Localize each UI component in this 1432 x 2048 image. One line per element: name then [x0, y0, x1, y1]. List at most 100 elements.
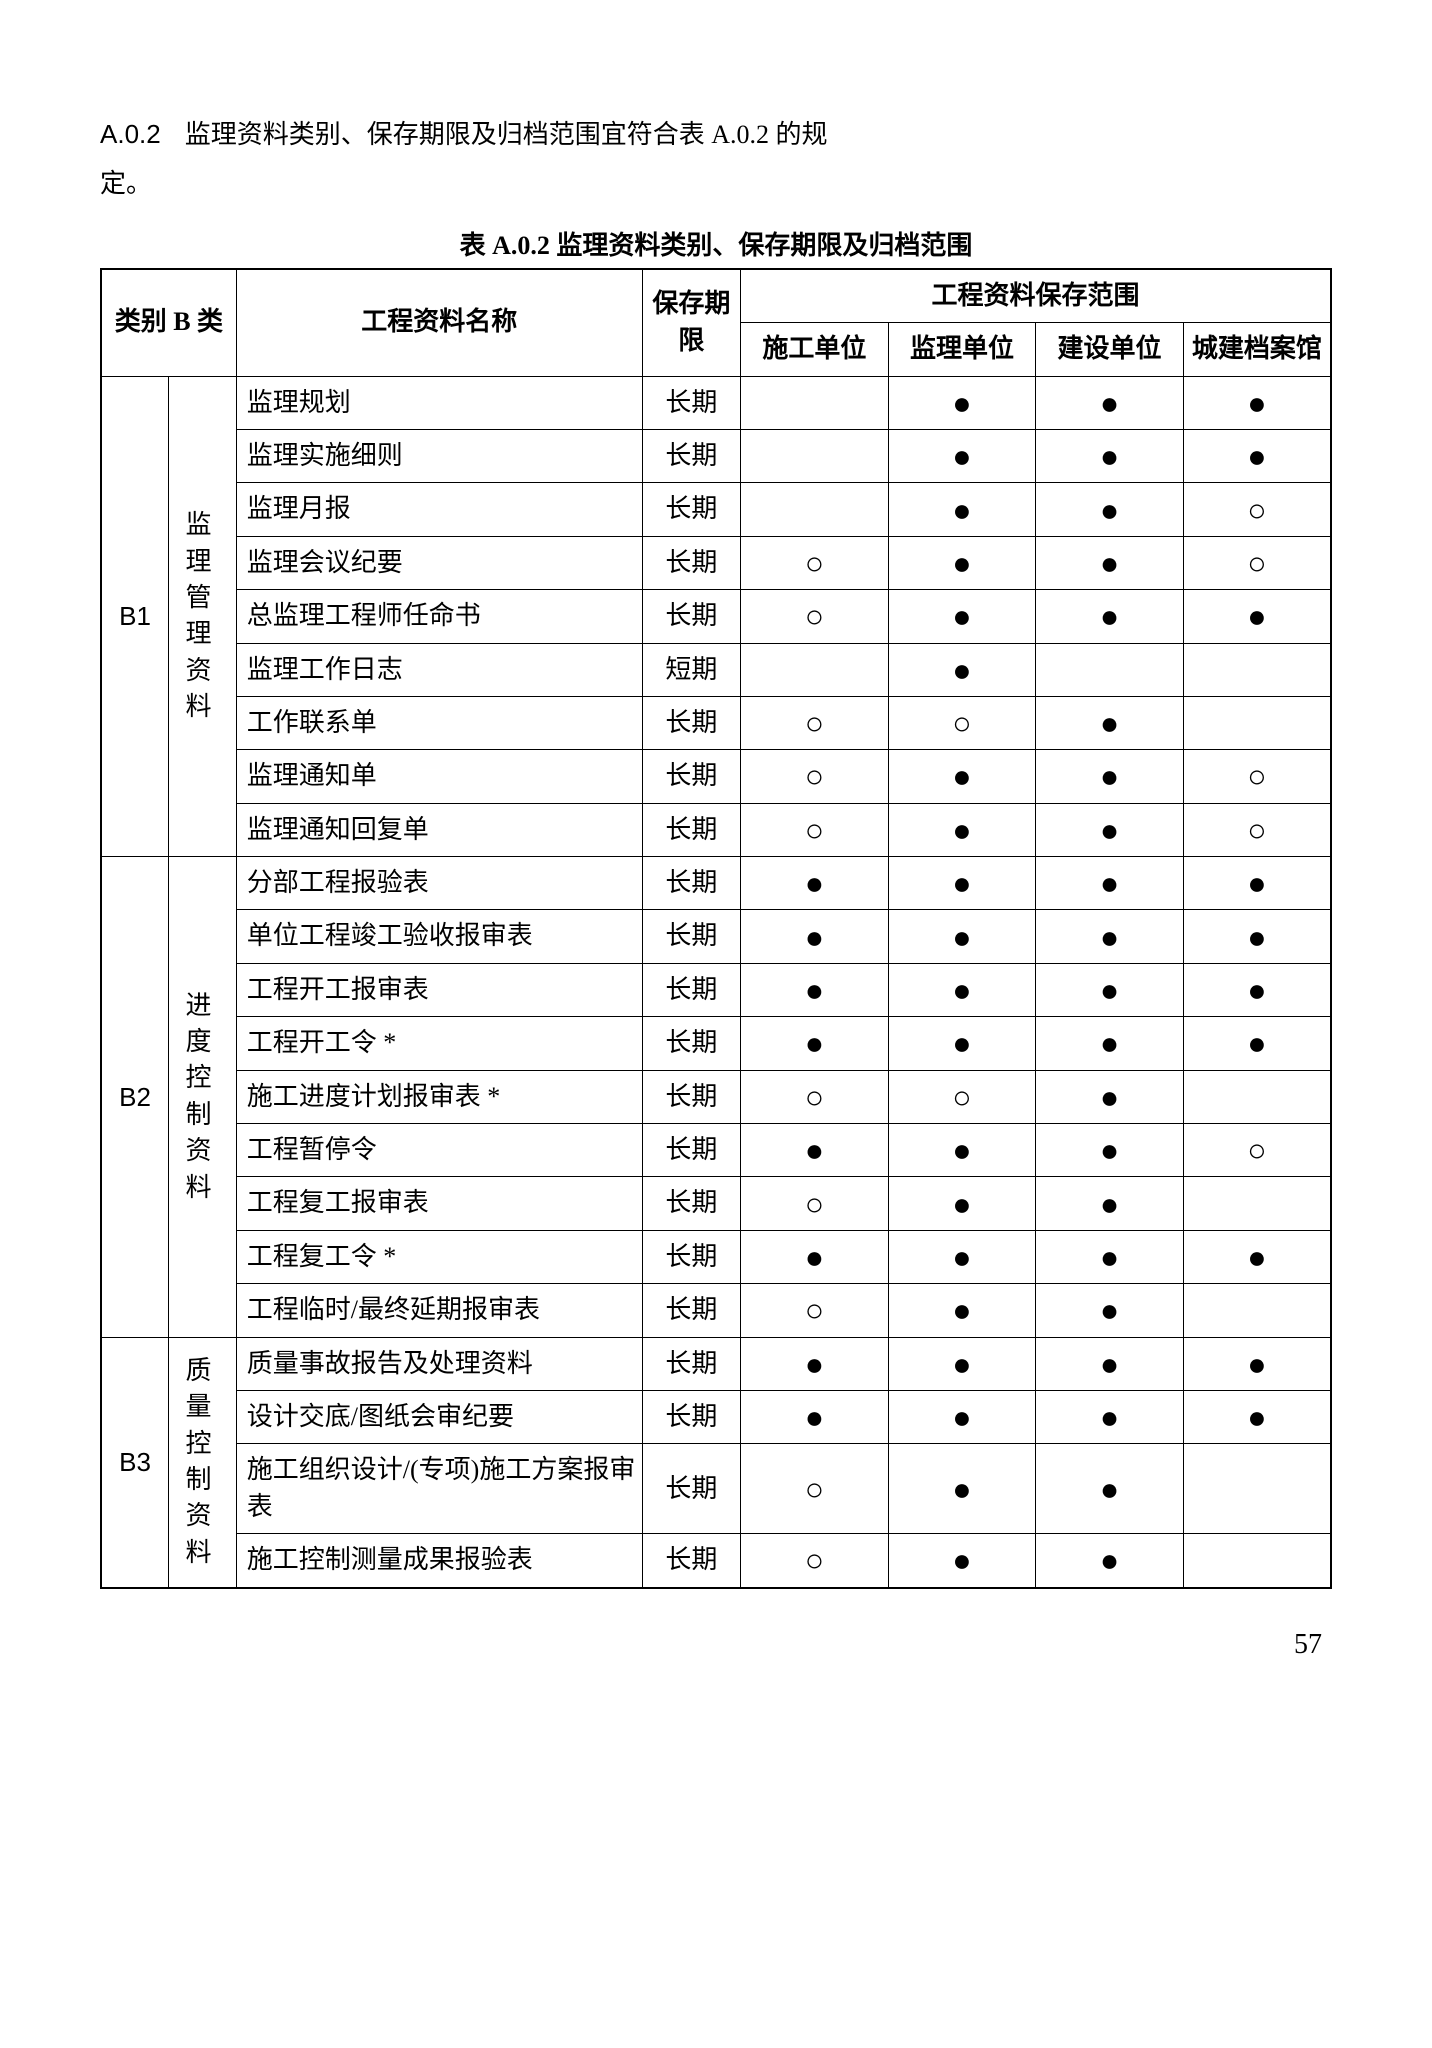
period-cell: 短期	[642, 643, 740, 696]
mark-cell: ●	[1036, 1230, 1184, 1283]
header-unit2: 监理单位	[888, 323, 1036, 376]
mark-cell: ●	[741, 1017, 889, 1070]
doc-name-cell: 工程开工报审表	[236, 963, 642, 1016]
header-scope: 工程资料保存范围	[741, 269, 1331, 323]
table-caption: 表 A.0.2 监理资料类别、保存期限及归档范围	[100, 225, 1332, 262]
table-row: 工程暂停令长期●●●○	[101, 1124, 1331, 1177]
table-row: 工程开工令 *长期●●●●	[101, 1017, 1331, 1070]
mark-cell: ○	[888, 1070, 1036, 1123]
table-row: 施工进度计划报审表 *长期○○●	[101, 1070, 1331, 1123]
category-code-cell: B2	[101, 857, 169, 1338]
period-cell: 长期	[642, 1534, 740, 1588]
mark-cell: ○	[741, 1284, 889, 1337]
mark-cell: ●	[888, 1177, 1036, 1230]
period-cell: 长期	[642, 376, 740, 429]
doc-name-cell: 监理通知回复单	[236, 803, 642, 856]
mark-cell	[1036, 643, 1184, 696]
mark-cell: ●	[1183, 857, 1331, 910]
table-row: B1监理管理资料监理规划长期●●●	[101, 376, 1331, 429]
mark-cell: ●	[1036, 1177, 1184, 1230]
mark-cell: ●	[741, 1124, 889, 1177]
header-category: 类别 B 类	[101, 269, 236, 376]
mark-cell: ●	[888, 376, 1036, 429]
period-cell: 长期	[642, 696, 740, 749]
mark-cell: ●	[888, 1017, 1036, 1070]
mark-cell: ●	[1036, 1444, 1184, 1534]
mark-cell	[1183, 1177, 1331, 1230]
doc-name-cell: 工作联系单	[236, 696, 642, 749]
header-unit3: 建设单位	[1036, 323, 1184, 376]
table-row: B3质量控制资料质量事故报告及处理资料长期●●●●	[101, 1337, 1331, 1390]
doc-name-cell: 工程临时/最终延期报审表	[236, 1284, 642, 1337]
mark-cell: ●	[888, 1284, 1036, 1337]
period-cell: 长期	[642, 536, 740, 589]
mark-cell: ●	[1183, 963, 1331, 1016]
mark-cell: ●	[888, 1337, 1036, 1390]
mark-cell: ●	[1036, 376, 1184, 429]
mark-cell: ●	[888, 536, 1036, 589]
mark-cell: ○	[741, 803, 889, 856]
period-cell: 长期	[642, 750, 740, 803]
table-row: 工程开工报审表长期●●●●	[101, 963, 1331, 1016]
mark-cell: ●	[1183, 429, 1331, 482]
mark-cell	[1183, 1534, 1331, 1588]
mark-cell: ●	[888, 963, 1036, 1016]
mark-cell: ○	[1183, 750, 1331, 803]
doc-name-cell: 单位工程竣工验收报审表	[236, 910, 642, 963]
period-cell: 长期	[642, 857, 740, 910]
intro-text-a: 监理资料类别、保存期限及归档范围宜符合表 A.0.2 的规	[185, 120, 828, 149]
table-row: 施工组织设计/(专项)施工方案报审表长期○●●	[101, 1444, 1331, 1534]
table-row: 工作联系单长期○○●	[101, 696, 1331, 749]
mark-cell: ●	[1183, 910, 1331, 963]
section-tag: A.0.2	[100, 119, 161, 149]
mark-cell: ●	[741, 1230, 889, 1283]
mark-cell	[1183, 643, 1331, 696]
mark-cell: ●	[1036, 590, 1184, 643]
mark-cell	[741, 429, 889, 482]
mark-cell	[1183, 1284, 1331, 1337]
mark-cell: ●	[1036, 963, 1184, 1016]
header-period: 保存期限	[642, 269, 740, 376]
mark-cell: ○	[741, 696, 889, 749]
mark-cell: ○	[741, 1534, 889, 1588]
mark-cell	[1183, 1444, 1331, 1534]
mark-cell	[1183, 696, 1331, 749]
period-cell: 长期	[642, 1177, 740, 1230]
doc-name-cell: 监理通知单	[236, 750, 642, 803]
category-label-cell: 质量控制资料	[169, 1337, 237, 1587]
mark-cell: ●	[888, 590, 1036, 643]
mark-cell: ●	[1036, 857, 1184, 910]
mark-cell: ●	[888, 1444, 1036, 1534]
mark-cell: ●	[888, 1124, 1036, 1177]
table-row: 总监理工程师任命书长期○●●●	[101, 590, 1331, 643]
doc-name-cell: 监理规划	[236, 376, 642, 429]
mark-cell: ●	[1036, 536, 1184, 589]
intro-text-b: 定。	[100, 169, 152, 198]
table-row: 监理工作日志短期●	[101, 643, 1331, 696]
period-cell: 长期	[642, 1070, 740, 1123]
table-row: 工程临时/最终延期报审表长期○●●	[101, 1284, 1331, 1337]
table-row: 监理月报长期●●○	[101, 483, 1331, 536]
table-row: 监理通知回复单长期○●●○	[101, 803, 1331, 856]
doc-name-cell: 施工控制测量成果报验表	[236, 1534, 642, 1588]
mark-cell: ●	[1036, 1284, 1184, 1337]
page-number: 57	[100, 1629, 1332, 1661]
mark-cell: ○	[1183, 1124, 1331, 1177]
doc-name-cell: 工程暂停令	[236, 1124, 642, 1177]
mark-cell: ●	[1183, 1337, 1331, 1390]
doc-name-cell: 监理月报	[236, 483, 642, 536]
table-row: 设计交底/图纸会审纪要长期●●●●	[101, 1390, 1331, 1443]
mark-cell: ○	[1183, 803, 1331, 856]
mark-cell: ●	[888, 1390, 1036, 1443]
mark-cell: ●	[888, 910, 1036, 963]
mark-cell: ●	[1183, 590, 1331, 643]
period-cell: 长期	[642, 590, 740, 643]
mark-cell: ●	[1183, 1390, 1331, 1443]
mark-cell: ○	[1183, 536, 1331, 589]
doc-name-cell: 设计交底/图纸会审纪要	[236, 1390, 642, 1443]
mark-cell	[1183, 1070, 1331, 1123]
period-cell: 长期	[642, 429, 740, 482]
mark-cell: ●	[1036, 803, 1184, 856]
mark-cell: ●	[1036, 483, 1184, 536]
mark-cell: ●	[741, 910, 889, 963]
